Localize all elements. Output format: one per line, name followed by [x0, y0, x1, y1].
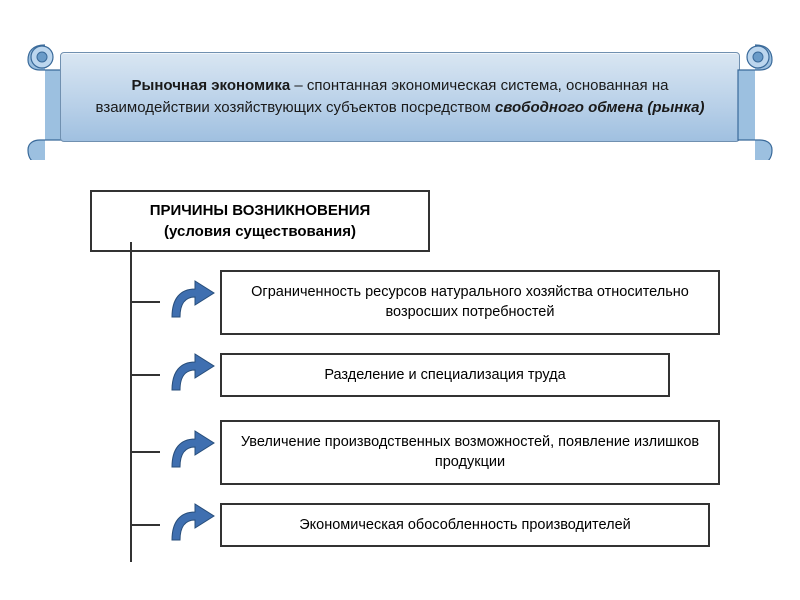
causes-header-line1: ПРИЧИНЫ ВОЗНИКНОВЕНИЯ — [106, 200, 414, 221]
definition-banner: Рыночная экономика – спонтанная экономич… — [20, 40, 780, 160]
reason-box-1: Ограниченность ресурсов натурального хоз… — [220, 270, 720, 335]
curved-arrow-icon — [160, 277, 220, 327]
connector-stub — [130, 524, 160, 526]
reason-row-4: Экономическая обособленность производите… — [130, 500, 710, 550]
connector-stub — [130, 374, 160, 376]
reason-box-2: Разделение и специализация труда — [220, 353, 670, 397]
reason-row-2: Разделение и специализация труда — [130, 350, 670, 400]
causes-header-line2: (условия существования) — [106, 221, 414, 242]
curved-arrow-icon — [160, 427, 220, 477]
causes-header-box: ПРИЧИНЫ ВОЗНИКНОВЕНИЯ (условия существов… — [90, 190, 430, 252]
banner-emph: свободного обмена (рынка) — [495, 99, 705, 116]
connector-stub — [130, 301, 160, 303]
reason-row-1: Ограниченность ресурсов натурального хоз… — [130, 270, 720, 335]
banner-body: Рыночная экономика – спонтанная экономич… — [60, 52, 740, 142]
reason-box-3: Увеличение производственных возможностей… — [220, 420, 720, 485]
curved-arrow-icon — [160, 500, 220, 550]
curved-arrow-icon — [160, 350, 220, 400]
connector-stub — [130, 451, 160, 453]
banner-term: Рыночная экономика — [132, 77, 291, 94]
scroll-right-icon — [730, 40, 780, 160]
reason-box-4: Экономическая обособленность производите… — [220, 503, 710, 547]
banner-text: Рыночная экономика – спонтанная экономич… — [81, 75, 719, 119]
reason-row-3: Увеличение производственных возможностей… — [130, 420, 720, 485]
